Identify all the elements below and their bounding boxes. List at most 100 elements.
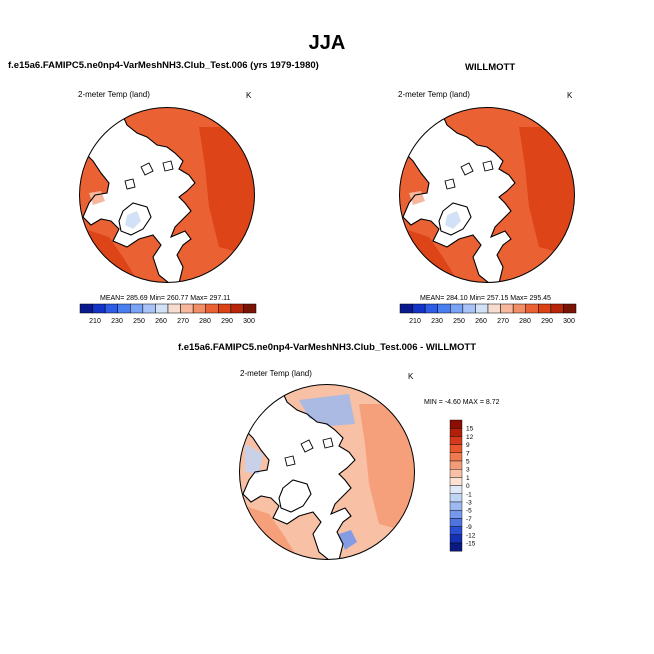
- colorbar-box: [449, 542, 463, 552]
- colorbar-tick-label: 270: [497, 318, 509, 325]
- colorbar-tick-label: -15: [466, 541, 476, 548]
- eurasia-coastline: [438, 107, 575, 283]
- colorbar-tick-label: -3: [466, 500, 472, 507]
- island-a: [300, 439, 314, 453]
- colorbar-box: [487, 303, 501, 314]
- colorbar-box: [243, 303, 257, 314]
- america-coastline: [239, 422, 331, 560]
- island-c: [444, 178, 456, 190]
- island-b: [162, 160, 174, 172]
- colorbar-box: [412, 303, 426, 314]
- colorbar-tick-label: 0: [466, 483, 470, 490]
- colorbar-box: [79, 303, 93, 314]
- panel-1-polar-map: [79, 107, 255, 283]
- colorbar-box: [449, 436, 463, 445]
- colorbar-box: [167, 303, 181, 314]
- colorbar-box: [92, 303, 106, 314]
- panel-1-units: K: [246, 91, 252, 100]
- island-c: [284, 455, 296, 467]
- colorbar-box: [563, 303, 577, 314]
- colorbar-box: [449, 526, 463, 535]
- colorbar-tick-label: -12: [466, 532, 476, 539]
- colorbar-tick-label: 290: [541, 318, 553, 325]
- panel-1-variable-label: 2-meter Temp (land): [78, 90, 150, 99]
- colorbar-tick-label: 280: [199, 318, 211, 325]
- colorbar-tick-label: 270: [177, 318, 189, 325]
- colorbar-box: [449, 419, 463, 429]
- panel-3-stats: MIN = -4.60 MAX = 8.72: [424, 399, 500, 406]
- colorbar-tick-label: 260: [475, 318, 487, 325]
- eurasia-coastline: [278, 384, 415, 560]
- colorbar-box: [512, 303, 526, 314]
- america-coastline: [79, 145, 171, 283]
- colorbar-tick-label: 230: [431, 318, 443, 325]
- island-c: [124, 178, 136, 190]
- colorbar-tick-label: 290: [221, 318, 233, 325]
- colorbar-box: [449, 427, 463, 437]
- colorbar-box: [449, 469, 463, 478]
- colorbar-box: [437, 303, 451, 314]
- colorbar-box: [218, 303, 232, 314]
- colorbar-box: [450, 303, 464, 314]
- colorbar-box: [230, 303, 244, 314]
- colorbar-box: [424, 303, 438, 314]
- panel-2-stats: MEAN= 284.10 Min= 257.15 Max= 295.45: [420, 295, 551, 302]
- eurasia-coastline: [118, 107, 255, 283]
- colorbar-box: [449, 509, 463, 519]
- colorbar-tick-label: 3: [466, 467, 470, 474]
- greenland-ice-core: [125, 211, 141, 229]
- panel-1-colorbar: 210 230 250 260 270 280 290 300: [79, 303, 257, 325]
- colorbar-tick-label: 12: [466, 434, 474, 441]
- colorbar-tick-label: 210: [409, 318, 421, 325]
- panel-3-variable-label: 2-meter Temp (land): [240, 369, 312, 378]
- eurasia-warm-region: [199, 127, 255, 257]
- colorbar-box: [462, 303, 476, 314]
- colorbar-tick-label: 15: [466, 426, 474, 433]
- colorbar-box: [155, 303, 169, 314]
- panel-3-units: K: [408, 372, 414, 381]
- greenland-ice-core: [445, 211, 461, 229]
- eurasia-warm-region: [519, 127, 575, 257]
- colorbar-box: [449, 493, 463, 503]
- colorbar-tick-label: 250: [133, 318, 145, 325]
- island-b: [482, 160, 494, 172]
- greenland-coastline: [438, 202, 472, 236]
- eurasia-warm-region: [359, 404, 415, 534]
- colorbar-box: [449, 518, 463, 527]
- island-a: [460, 162, 474, 176]
- colorbar-tick-label: 250: [453, 318, 465, 325]
- colorbar-box: [449, 485, 463, 494]
- colorbar-tick-label: 5: [466, 459, 470, 466]
- panel-2-units: K: [567, 91, 573, 100]
- colorbar-tick-label: 210: [89, 318, 101, 325]
- colorbar-box: [525, 303, 539, 314]
- panel-1-stats: MEAN= 285.69 Min= 260.77 Max= 297.11: [100, 295, 231, 302]
- panel-3-heading: f.e15a6.FAMIPC5.ne0np4-VarMeshNH3.Club_T…: [177, 342, 477, 353]
- colorbar-tick-label: 230: [111, 318, 123, 325]
- colorbar-tick-label: 7: [466, 450, 470, 457]
- colorbar-tick-label: 1: [466, 475, 470, 482]
- island-a: [140, 162, 154, 176]
- map-border: [399, 107, 575, 283]
- colorbar-box: [449, 452, 463, 462]
- panel-2-colorbar: 210 230 250 260 270 280 290 300: [399, 303, 577, 325]
- panel-2-polar-map: [399, 107, 575, 283]
- colorbar-box: [205, 303, 219, 314]
- greenland-coastline: [278, 479, 312, 513]
- europe-cool-anomaly: [339, 530, 357, 550]
- colorbar-tick-label: -7: [466, 516, 472, 523]
- island-b: [322, 437, 334, 449]
- colorbar-box: [550, 303, 564, 314]
- colorbar-tick-label: 280: [519, 318, 531, 325]
- colorbar-box: [399, 303, 413, 314]
- colorbar-box: [180, 303, 194, 314]
- colorbar-tick-label: 260: [155, 318, 167, 325]
- colorbar-tick-label: -9: [466, 524, 472, 531]
- colorbar-box: [104, 303, 118, 314]
- colorbar-box: [475, 303, 489, 314]
- colorbar-box: [449, 501, 463, 511]
- colorbar-box: [538, 303, 552, 314]
- map-border: [79, 107, 255, 283]
- panel-2-variable-label: 2-meter Temp (land): [398, 90, 470, 99]
- panel-3-polar-map: [239, 384, 415, 560]
